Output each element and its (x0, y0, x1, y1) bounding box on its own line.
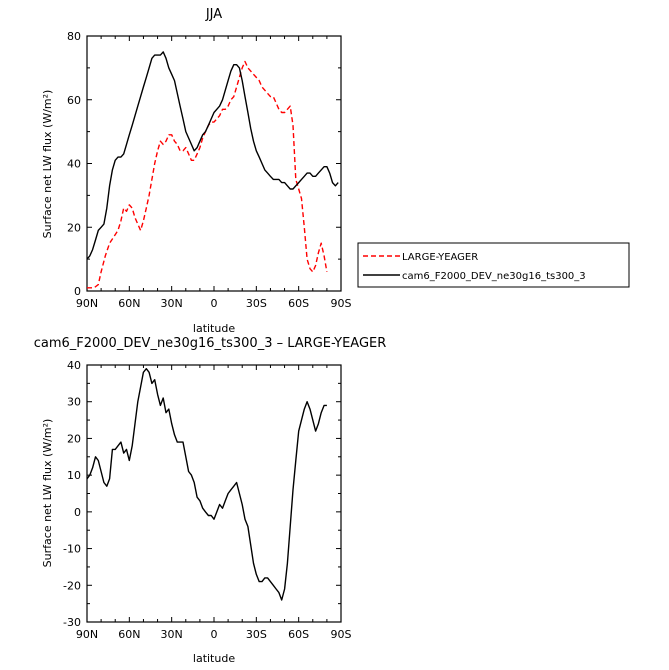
bottom-plot-frame (86, 364, 342, 623)
legend-label-cam6: cam6_F2000_DEV_ne30g16_ts300_3 (402, 271, 586, 282)
bottom-x-tick-label: 60N (118, 628, 140, 641)
bottom-y-tick-label: 40 (67, 359, 81, 372)
top-x-tick-label: 60S (288, 297, 309, 310)
bottom-x-tick-label: 0 (211, 628, 218, 641)
top-chart-title: JJA (205, 7, 222, 22)
top-y-tick-label: 40 (67, 158, 81, 171)
legend-box (357, 242, 630, 288)
bottom-chart: cam6_F2000_DEV_ne30g16_ts300_3 – LARGE-Y… (34, 336, 387, 665)
bottom-series-line-0 (86, 368, 327, 601)
top-y-tick-label: 20 (67, 221, 81, 234)
top-x-tick-label: 90N (76, 297, 98, 310)
top-y-tick-label: 80 (67, 30, 81, 43)
bottom-y-tick-label: 20 (67, 432, 81, 445)
top-plot-frame (86, 35, 342, 292)
bottom-x-tick-label: 60S (288, 628, 309, 641)
bottom-x-tick-label: 90N (76, 628, 98, 641)
bottom-y-tick-label: 30 (67, 396, 81, 409)
top-chart: JJA latitude Surface net LW flux (W/m²) … (41, 7, 352, 335)
top-y-tick-label: 60 (67, 94, 81, 107)
top-x-tick-label: 30S (246, 297, 267, 310)
bottom-y-tick-label: -30 (63, 616, 81, 629)
bottom-x-tick-label: 30N (161, 628, 183, 641)
bottom-x-tick-label: 30S (246, 628, 267, 641)
top-y-axis-label: Surface net LW flux (W/m²) (41, 90, 54, 239)
top-series-line-1 (86, 51, 339, 260)
bottom-chart-title: cam6_F2000_DEV_ne30g16_ts300_3 – LARGE-Y… (34, 336, 387, 351)
bottom-x-axis-label: latitude (193, 652, 235, 665)
bottom-x-tick-label: 90S (331, 628, 352, 641)
top-x-tick-label: 60N (118, 297, 140, 310)
bottom-y-tick-label: -10 (63, 543, 81, 556)
top-x-tick-label: 30N (161, 297, 183, 310)
bottom-y-axis-label: Surface net LW flux (W/m²) (41, 419, 54, 568)
chart-legend: LARGE-YEAGER cam6_F2000_DEV_ne30g16_ts30… (357, 242, 630, 288)
top-x-tick-label: 90S (331, 297, 352, 310)
top-series-line-0 (87, 60, 328, 289)
bottom-y-tick-label: 0 (74, 506, 81, 519)
top-y-tick-label: 0 (74, 285, 81, 298)
top-x-tick-label: 0 (211, 297, 218, 310)
legend-label-large-yeager: LARGE-YEAGER (402, 252, 478, 263)
bottom-y-tick-label: 10 (67, 469, 81, 482)
bottom-y-tick-label: -20 (63, 579, 81, 592)
top-x-axis-label: latitude (193, 322, 235, 335)
